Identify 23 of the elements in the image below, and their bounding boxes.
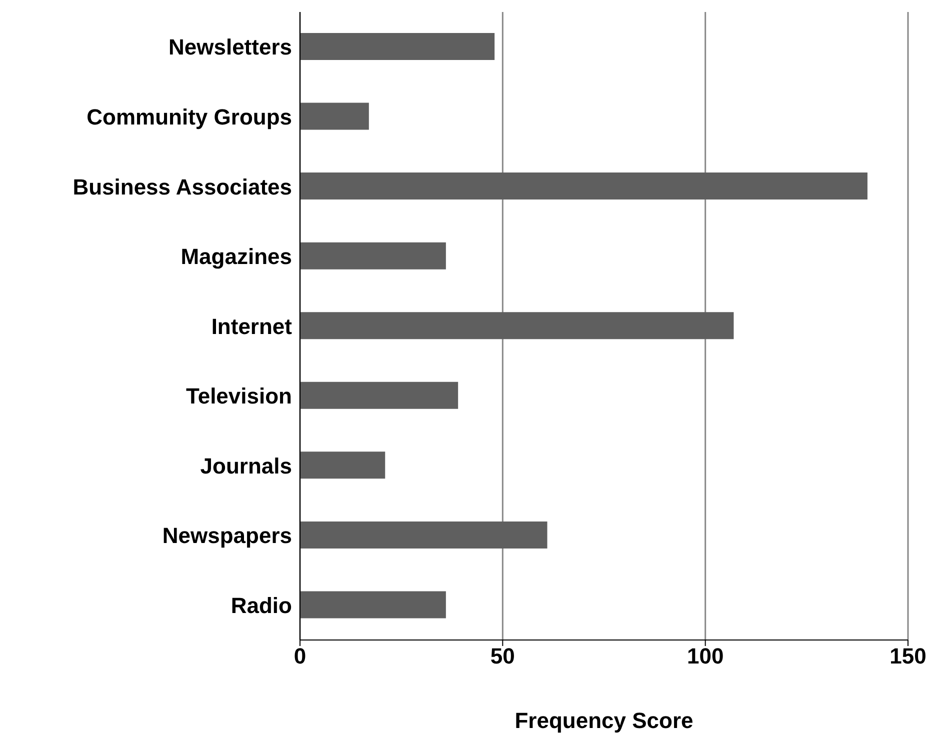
bar	[300, 102, 369, 130]
y-tick-label: Journals	[200, 453, 292, 478]
x-tick-label: 50	[490, 644, 515, 669]
x-tick-label: 100	[686, 644, 724, 669]
y-tick-label: Community Groups	[86, 104, 292, 130]
bar	[300, 591, 446, 618]
y-tick-label: Business Associates	[72, 174, 292, 200]
y-tick-label: Newspapers	[162, 523, 292, 548]
bar	[300, 521, 548, 548]
bar	[300, 452, 386, 479]
bar	[300, 242, 446, 270]
y-tick-label: Radio	[230, 592, 292, 618]
y-tick-label: Internet	[211, 314, 293, 339]
y-tick-label: Newsletters	[168, 34, 292, 60]
bar	[300, 382, 458, 409]
x-axis-title: Frequency Score	[514, 708, 694, 733]
bar	[300, 172, 868, 200]
x-tick-label: 150	[890, 644, 926, 669]
bar	[300, 33, 495, 60]
y-tick-label: Television	[186, 384, 292, 409]
x-tick-label: 0	[294, 644, 306, 669]
bar	[300, 312, 734, 340]
y-tick-label: Magazines	[180, 244, 292, 270]
